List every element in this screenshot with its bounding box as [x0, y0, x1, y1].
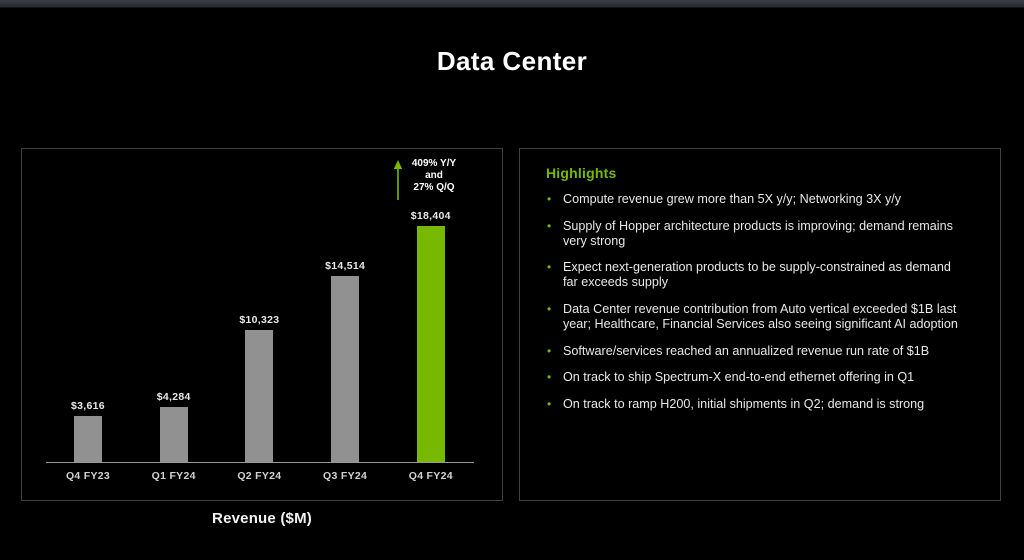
highlight-bullet-1: • Compute revenue grew more than 5X y/y; …	[546, 192, 964, 207]
bar-chart: 409% Y/Y and 27% Q/Q $3,616 Q4 FY23 $4,284…	[22, 149, 502, 500]
bar-category-label-q1-fy24: Q1 FY24	[151, 470, 196, 482]
bar-q4-fy23	[74, 416, 102, 462]
growth-annotation-line: 27% Q/Q	[413, 182, 455, 193]
bar-q4-fy24	[416, 226, 445, 462]
bullet-dot-icon: •	[547, 397, 552, 412]
bar-value-label-q4-fy23: $3,616	[71, 400, 105, 412]
growth-annotation: 409% Y/Y and 27% Q/Q	[384, 158, 484, 194]
highlight-bullet-3: • Expect next-generation products to be s…	[546, 260, 964, 290]
highlight-bullet-text: Data Center revenue contribution from Au…	[563, 301, 958, 331]
growth-arrow-icon	[393, 160, 403, 200]
highlight-bullet-6: • On track to ship Spectrum-X end-to-end …	[546, 370, 964, 385]
bar-category-label-q4-fy23: Q4 FY23	[65, 470, 111, 482]
bullet-dot-icon: •	[547, 260, 552, 275]
bar-category-label-q3-fy24: Q3 FY24	[323, 470, 368, 482]
bar-category-label-q4-fy24: Q4 FY24	[408, 470, 453, 482]
growth-annotation-line: and	[425, 170, 443, 181]
highlight-bullet-7: • On track to ramp H200, initial shipment…	[546, 397, 964, 412]
bullet-dot-icon: •	[547, 218, 552, 233]
bar-value-label-q4-fy24: $18,404	[410, 210, 451, 222]
growth-annotation-line: 409% Y/Y	[411, 158, 457, 169]
highlight-bullet-text: Software/services reached an annualized …	[563, 343, 930, 358]
highlight-bullet-text: On track to ramp H200, initial shipments…	[563, 397, 925, 412]
highlight-bullet-text: Expect next-generation products to be su…	[563, 260, 951, 290]
bar-value-label-q1-fy24: $4,284	[156, 391, 191, 403]
highlight-bullet-2: • Supply of Hopper architecture products …	[546, 219, 964, 249]
bullet-dot-icon: •	[547, 301, 552, 316]
highlight-bullet-text: Compute revenue grew more than 5X y/y; N…	[563, 192, 902, 206]
bullet-dot-icon: •	[547, 192, 552, 206]
highlights-list: • Compute revenue grew more than 5X y/y; …	[546, 192, 964, 412]
bar-value-label-q2-fy24: $10,323	[239, 314, 280, 326]
chart-x-axis-title: Revenue ($M)	[212, 510, 312, 527]
x-axis-line	[46, 462, 474, 463]
bar-q1-fy24	[159, 407, 188, 462]
highlights-heading: Highlights	[546, 165, 617, 181]
revenue-chart-panel: 409% Y/Y and 27% Q/Q $3,616 Q4 FY23 $4,284…	[21, 148, 503, 501]
bar-value-label-q3-fy24: $14,514	[325, 260, 366, 272]
highlight-bullet-text: On track to ship Spectrum-X end-to-end e…	[563, 370, 915, 385]
highlight-bullet-text: Supply of Hopper architecture products i…	[563, 218, 953, 248]
bar-q2-fy24	[245, 330, 274, 462]
bar-q3-fy24	[331, 276, 360, 462]
highlights-panel: Highlights • Compute revenue grew more th…	[519, 148, 1001, 501]
bullet-dot-icon: •	[547, 370, 552, 385]
highlight-bullet-4: • Data Center revenue contribution from A…	[546, 302, 964, 332]
page-title: Data Center	[436, 46, 588, 76]
highlight-bullet-5: • Software/services reached an annualized…	[546, 344, 964, 359]
bullet-dot-icon: •	[547, 343, 552, 358]
window-top-strip	[0, 0, 1024, 8]
bar-category-label-q2-fy24: Q2 FY24	[237, 470, 282, 482]
